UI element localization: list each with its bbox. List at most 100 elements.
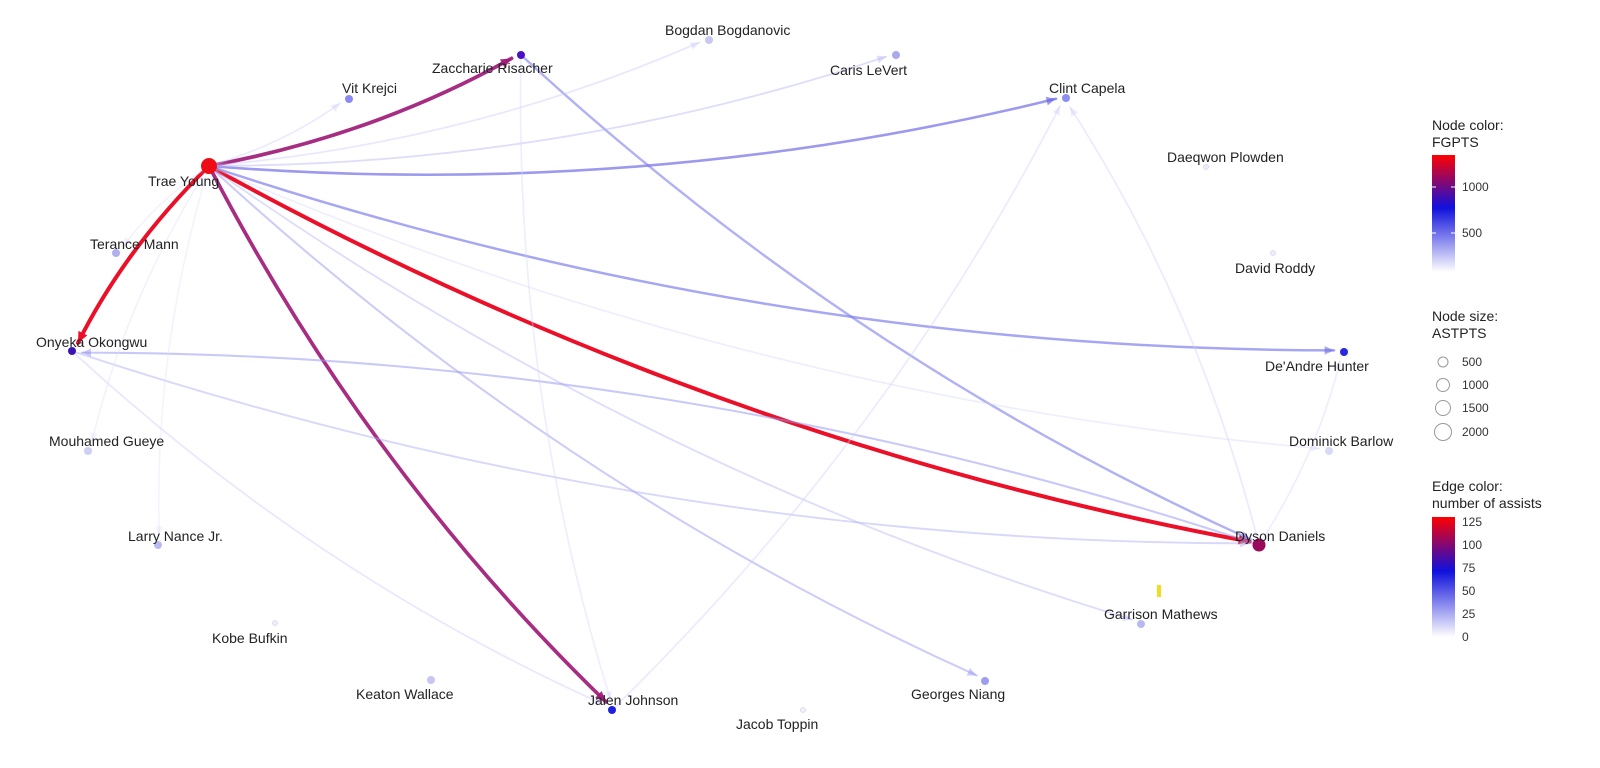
node-caris[interactable] xyxy=(892,51,900,59)
legend-node-color-tick: 1000 xyxy=(1462,180,1489,194)
node-label-trae: Trae Young xyxy=(148,173,219,189)
node-label-jalen: Jalen Johnson xyxy=(588,692,678,708)
node-label-terance: Terance Mann xyxy=(90,236,179,252)
edge-trae-to-hunter xyxy=(207,164,1336,352)
label-layer: Trae Young Zaccharie Risacher Bogdan Bogda… xyxy=(36,22,1394,732)
legend-size-circle xyxy=(1436,378,1450,392)
node-label-garrison: Garrison Mathews xyxy=(1104,606,1218,622)
node-label-zacch: Zaccharie Risacher xyxy=(432,60,553,76)
legend-edge-color-tick: 125 xyxy=(1462,515,1482,529)
node-label-bufkin: Kobe Bufkin xyxy=(212,630,288,646)
node-label-dyson: Dyson Daniels xyxy=(1235,528,1325,544)
edge-arrowhead xyxy=(90,432,98,442)
edge-arrowhead xyxy=(689,42,700,50)
legend-node-size-subtitle: ASTPTS xyxy=(1432,325,1486,341)
node-label-bogdan: Bogdan Bogdanovic xyxy=(665,22,790,38)
edge-trae-to-garrison xyxy=(208,165,1133,621)
legend-edge-color-title: Edge color: xyxy=(1432,478,1503,494)
edge-trae-to-barlow xyxy=(208,165,1321,450)
node-label-niang: Georges Niang xyxy=(911,686,1005,702)
edge-trae-to-clint xyxy=(207,97,1058,177)
edge-dyson-to-clint xyxy=(1069,106,1260,546)
edge-jalen-to-clint xyxy=(611,105,1061,711)
legend-node-color-title: Node color: xyxy=(1432,117,1504,133)
edge-arrowhead xyxy=(1069,107,1078,117)
node-zacch[interactable] xyxy=(517,51,525,59)
legend-size-circle xyxy=(1437,356,1449,368)
node-label-caris: Caris LeVert xyxy=(830,62,907,78)
edge-arrowhead xyxy=(876,55,887,64)
node-label-onyeka: Onyeka Okongwu xyxy=(36,334,147,350)
edge-layer xyxy=(71,41,1342,711)
edge-zacch-to-dyson xyxy=(519,53,1252,541)
edge-arrowhead xyxy=(123,236,132,247)
node-label-keaton: Keaton Wallace xyxy=(356,686,454,702)
legend-node-size-tick: 2000 xyxy=(1462,425,1489,439)
node-bogdan[interactable] xyxy=(705,36,713,44)
legend-edge-color-tick: 100 xyxy=(1462,538,1482,552)
legend-edge-color-tick: 75 xyxy=(1462,561,1476,575)
node-label-nance: Larry Nance Jr. xyxy=(128,528,223,544)
edge-trae-to-caris xyxy=(208,55,888,167)
edge-arrowhead xyxy=(594,697,604,705)
legend-node-size-tick: 1500 xyxy=(1462,401,1489,415)
legend-node-color-tick: 500 xyxy=(1462,226,1482,240)
node-label-gueye: Mouhamed Gueye xyxy=(49,433,164,449)
node-label-toppin: Jacob Toppin xyxy=(736,716,818,732)
edge-arrowhead xyxy=(81,348,91,357)
edge-onyeka-to-dyson xyxy=(71,350,1251,545)
node-label-roddy: David Roddy xyxy=(1235,260,1315,276)
legend-edge-color-subtitle: number of assists xyxy=(1432,495,1542,511)
node-nance[interactable] xyxy=(154,541,162,549)
edge-trae-to-onyeka xyxy=(75,164,211,345)
edge-trae-to-jalen xyxy=(207,164,608,704)
edge-trae-to-vit xyxy=(208,102,341,167)
edge-dyson-to-hunter xyxy=(1258,360,1341,546)
legend-node-color-subtitle: FGPTS xyxy=(1432,134,1479,150)
node-jalen[interactable] xyxy=(608,706,616,714)
edge-trae-to-bogdan xyxy=(208,41,701,167)
node-terance[interactable] xyxy=(112,249,120,257)
node-niang[interactable] xyxy=(981,677,989,685)
node-toppin[interactable] xyxy=(800,707,806,713)
legend-edge-color-tick: 50 xyxy=(1462,584,1476,598)
edge-arrowhead xyxy=(1310,443,1320,452)
legend-node-color-bar xyxy=(1432,155,1455,272)
edge-arrowhead xyxy=(604,690,612,701)
edge-arrowhead xyxy=(499,58,512,68)
node-keaton[interactable] xyxy=(427,676,435,684)
node-gueye[interactable] xyxy=(84,447,92,455)
edge-arrowhead xyxy=(1122,613,1133,621)
legend-node-size: Node size: ASTPTS 500 1000 1500 2000 xyxy=(1432,308,1498,441)
edge-trae-to-nance xyxy=(157,165,210,536)
node-hunter[interactable] xyxy=(1340,348,1348,356)
legend-edge-color: Edge color: number of assists 125 100 75… xyxy=(1432,478,1542,644)
edge-arrowhead xyxy=(1240,539,1250,548)
node-onyeka[interactable] xyxy=(68,347,76,355)
edge-arrowhead xyxy=(966,668,977,676)
edge-trae-to-zacch xyxy=(207,56,514,168)
node-trae[interactable] xyxy=(201,158,217,174)
node-layer xyxy=(68,36,1348,714)
legend-node-size-title: Node size: xyxy=(1432,308,1498,324)
legend-edge-color-tick: 25 xyxy=(1462,607,1476,621)
node-clint[interactable] xyxy=(1062,94,1070,102)
node-label-barlow: Dominick Barlow xyxy=(1289,433,1394,449)
edge-zacch-to-jalen xyxy=(519,54,612,701)
edge-trae-to-dyson xyxy=(207,164,1252,544)
edge-trae-to-gueye xyxy=(91,165,210,443)
node-label-hunter: De'Andre Hunter xyxy=(1265,358,1369,374)
node-roddy[interactable] xyxy=(1270,250,1276,256)
node-garrison[interactable] xyxy=(1137,620,1145,628)
node-dyson[interactable] xyxy=(1252,538,1266,552)
node-daeqwon[interactable] xyxy=(1203,164,1209,170)
legend-size-circle xyxy=(1435,400,1451,416)
node-vit[interactable] xyxy=(345,95,353,103)
edge-arrowhead xyxy=(1334,361,1342,371)
node-bufkin[interactable] xyxy=(272,620,278,626)
edge-arrowhead xyxy=(1324,346,1335,355)
node-barlow[interactable] xyxy=(1325,447,1333,455)
legend-size-circle xyxy=(1434,423,1452,441)
